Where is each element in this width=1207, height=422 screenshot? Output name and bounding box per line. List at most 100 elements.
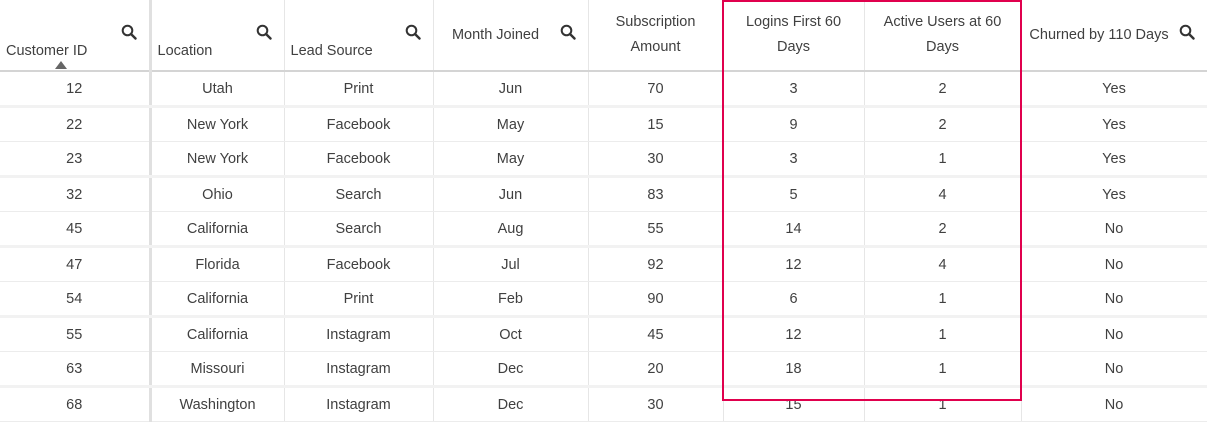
cell-lead-source: Search [284, 176, 434, 212]
table-row[interactable]: 47 Florida Facebook Jul 92 12 4 No [0, 246, 1207, 282]
cell-month-joined: Feb [433, 281, 589, 318]
table-row[interactable]: 45 California Search Aug 55 14 2 No [0, 211, 1207, 248]
column-header-label: Lead Source [290, 43, 373, 59]
column-header-churned-by-110-days[interactable]: Churned by 110 Days [1021, 0, 1207, 72]
cell-customer-id: 68 [0, 386, 152, 422]
cell-logins-first-60-days: 14 [723, 211, 865, 248]
cell-active-users-at-60-days: 1 [864, 386, 1022, 422]
table-row[interactable]: 55 California Instagram Oct 45 12 1 No [0, 316, 1207, 352]
cell-subscription-amount: 83 [588, 176, 724, 212]
column-header-active-users-at-60-days[interactable]: Active Users at 60 Days [864, 0, 1022, 72]
column-header-label: Active Users at 60 Days [883, 14, 1002, 55]
cell-subscription-amount: 92 [588, 246, 724, 282]
cell-lead-source: Facebook [284, 246, 434, 282]
cell-customer-id: 32 [0, 176, 152, 212]
cell-active-users-at-60-days: 1 [864, 141, 1022, 178]
cell-active-users-at-60-days: 1 [864, 351, 1022, 388]
table-row[interactable]: 22 New York Facebook May 15 9 2 Yes [0, 106, 1207, 142]
cell-lead-source: Print [284, 281, 434, 318]
column-header-label: Month Joined [451, 26, 540, 43]
cell-customer-id: 54 [0, 281, 152, 318]
cell-active-users-at-60-days: 1 [864, 281, 1022, 318]
cell-location: California [150, 316, 285, 352]
cell-location: California [150, 281, 285, 318]
table-row[interactable]: 54 California Print Feb 90 6 1 No [0, 281, 1207, 318]
column-header-month-joined[interactable]: Month Joined [433, 0, 589, 72]
cell-lead-source: Instagram [284, 316, 434, 352]
cell-churned-by-110-days: Yes [1021, 106, 1207, 142]
table-row[interactable]: 68 Washington Instagram Dec 30 15 1 No [0, 386, 1207, 422]
cell-location: Utah [150, 71, 285, 108]
cell-month-joined: Jun [433, 176, 589, 212]
cell-logins-first-60-days: 9 [723, 106, 865, 142]
cell-month-joined: May [433, 141, 589, 178]
cell-logins-first-60-days: 15 [723, 386, 865, 422]
cell-customer-id: 47 [0, 246, 152, 282]
column-header-label: Subscription Amount [615, 14, 696, 55]
cell-subscription-amount: 20 [588, 351, 724, 388]
column-header-label: Location [157, 43, 213, 59]
cell-subscription-amount: 30 [588, 386, 724, 422]
column-header-customer-id[interactable]: Customer ID [0, 0, 152, 72]
search-icon[interactable] [121, 24, 137, 40]
cell-logins-first-60-days: 3 [723, 71, 865, 108]
cell-location: California [150, 211, 285, 248]
cell-month-joined: May [433, 106, 589, 142]
cell-churned-by-110-days: No [1021, 246, 1207, 282]
cell-customer-id: 23 [0, 141, 152, 178]
cell-lead-source: Instagram [284, 351, 434, 388]
cell-location: New York [150, 106, 285, 142]
table-row[interactable]: 12 Utah Print Jun 70 3 2 Yes [0, 71, 1207, 108]
search-icon[interactable] [256, 24, 272, 40]
search-icon[interactable] [1179, 24, 1195, 40]
cell-month-joined: Jun [433, 71, 589, 108]
cell-month-joined: Oct [433, 316, 589, 352]
cell-month-joined: Aug [433, 211, 589, 248]
cell-month-joined: Jul [433, 246, 589, 282]
cell-active-users-at-60-days: 2 [864, 71, 1022, 108]
cell-active-users-at-60-days: 2 [864, 106, 1022, 142]
cell-churned-by-110-days: No [1021, 351, 1207, 388]
cell-churned-by-110-days: No [1021, 211, 1207, 248]
cell-month-joined: Dec [433, 386, 589, 422]
search-icon[interactable] [405, 24, 421, 40]
table-row[interactable]: 23 New York Facebook May 30 3 1 Yes [0, 141, 1207, 178]
cell-customer-id: 12 [0, 71, 152, 108]
cell-logins-first-60-days: 18 [723, 351, 865, 388]
cell-logins-first-60-days: 3 [723, 141, 865, 178]
header-row: Customer ID Location Lead Source Month Join… [0, 0, 1207, 72]
cell-subscription-amount: 70 [588, 71, 724, 108]
cell-churned-by-110-days: No [1021, 386, 1207, 422]
table-row[interactable]: 63 Missouri Instagram Dec 20 18 1 No [0, 351, 1207, 388]
cell-churned-by-110-days: Yes [1021, 71, 1207, 108]
cell-location: Florida [150, 246, 285, 282]
search-icon[interactable] [560, 24, 576, 40]
cell-customer-id: 45 [0, 211, 152, 248]
cell-lead-source: Instagram [284, 386, 434, 422]
cell-active-users-at-60-days: 4 [864, 176, 1022, 212]
cell-subscription-amount: 45 [588, 316, 724, 352]
cell-churned-by-110-days: No [1021, 281, 1207, 318]
table-row[interactable]: 32 Ohio Search Jun 83 5 4 Yes [0, 176, 1207, 212]
cell-location: Ohio [150, 176, 285, 212]
cell-churned-by-110-days: Yes [1021, 141, 1207, 178]
cell-active-users-at-60-days: 1 [864, 316, 1022, 352]
sort-ascending-icon[interactable] [55, 61, 67, 69]
cell-churned-by-110-days: No [1021, 316, 1207, 352]
cell-logins-first-60-days: 6 [723, 281, 865, 318]
column-header-label: Churned by 110 Days [1029, 26, 1169, 43]
cell-churned-by-110-days: Yes [1021, 176, 1207, 212]
cell-active-users-at-60-days: 2 [864, 211, 1022, 248]
column-header-logins-first-60-days[interactable]: Logins First 60 Days [723, 0, 865, 72]
column-header-label: Customer ID [6, 43, 88, 59]
column-header-lead-source[interactable]: Lead Source [284, 0, 434, 72]
cell-active-users-at-60-days: 4 [864, 246, 1022, 282]
column-header-subscription-amount[interactable]: Subscription Amount [588, 0, 724, 72]
cell-location: Washington [150, 386, 285, 422]
cell-month-joined: Dec [433, 351, 589, 388]
cell-customer-id: 22 [0, 106, 152, 142]
cell-lead-source: Search [284, 211, 434, 248]
column-header-location[interactable]: Location [150, 0, 285, 72]
table-body: 12 Utah Print Jun 70 3 2 Yes 22 New York Facebook M… [0, 71, 1207, 422]
